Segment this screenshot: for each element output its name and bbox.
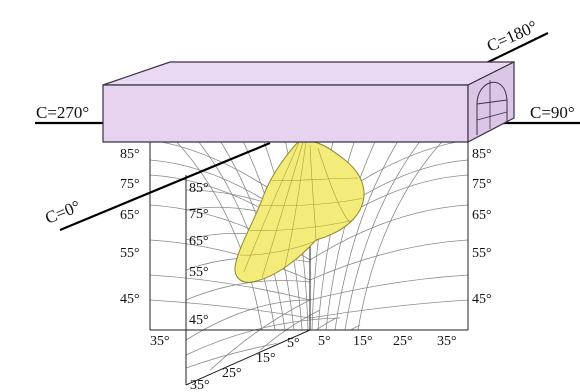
angle-label: 15° <box>256 351 276 366</box>
angle-label: 35° <box>437 334 457 349</box>
angle-label: 35° <box>190 378 210 392</box>
left-angle-labels: 85° 75° 65° 55° 45° <box>120 147 140 307</box>
angle-label: 75° <box>120 177 140 192</box>
luminaire-top <box>102 61 515 86</box>
luminaire-end-detail <box>476 81 508 135</box>
angle-label: 85° <box>120 147 140 162</box>
angle-label: 65° <box>189 234 209 249</box>
right-angle-labels: 85° 75° 65° 55° 45° <box>472 147 492 307</box>
c90-label: C=90° <box>530 103 575 122</box>
angle-label: 45° <box>189 313 209 328</box>
bottom-angle-labels: 35° 5° 15° 25° 35° <box>150 334 457 349</box>
angle-label: 25° <box>393 334 413 349</box>
angle-label: 5° <box>318 334 331 349</box>
angle-label: 85° <box>189 181 209 196</box>
angle-label: 75° <box>189 207 209 222</box>
angle-label: 55° <box>120 246 140 261</box>
angle-label: 55° <box>189 265 209 280</box>
luminaire-front <box>102 84 469 143</box>
angle-label: 45° <box>120 292 140 307</box>
angle-label: 65° <box>120 208 140 223</box>
c270-label: C=270° <box>36 103 89 122</box>
intensity-solid <box>234 139 365 283</box>
angle-label: 55° <box>472 246 492 261</box>
angle-label: 5° <box>287 336 300 351</box>
front-angle-labels: 5° 15° 25° 35° <box>190 336 300 392</box>
angle-label: 65° <box>472 208 492 223</box>
angle-label: 25° <box>222 366 242 381</box>
angle-label: 15° <box>353 334 373 349</box>
inner-angle-labels: 85° 75° 65° 55° 45° <box>189 181 209 328</box>
angle-label: 85° <box>472 147 492 162</box>
intensity-distribution <box>234 139 365 283</box>
c0-axis <box>59 141 271 232</box>
angle-label: 75° <box>472 177 492 192</box>
luminaire <box>102 61 515 143</box>
angle-label: 35° <box>150 334 170 349</box>
angle-label: 45° <box>472 292 492 307</box>
